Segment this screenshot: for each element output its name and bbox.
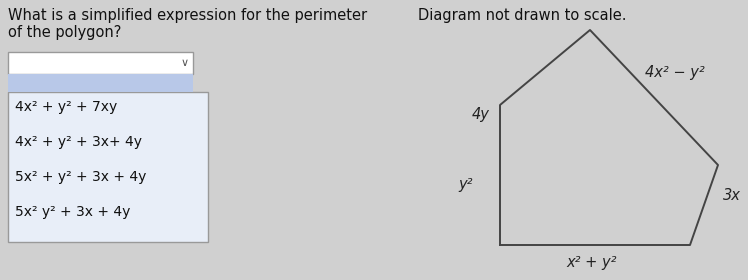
Bar: [8, 74, 193, 92]
Text: 3x: 3x: [723, 188, 741, 202]
Text: y²: y²: [459, 178, 473, 193]
Text: 4x² − y²: 4x² − y²: [645, 64, 705, 80]
Text: 4y: 4y: [472, 108, 490, 123]
Text: 5x² y² + 3x + 4y: 5x² y² + 3x + 4y: [15, 205, 130, 219]
Text: 4x² + y² + 3x+ 4y: 4x² + y² + 3x+ 4y: [15, 135, 142, 149]
Bar: [8, 52, 193, 74]
Text: ∨: ∨: [181, 58, 189, 68]
Text: 5x² + y² + 3x + 4y: 5x² + y² + 3x + 4y: [15, 170, 147, 184]
Bar: [8, 92, 208, 242]
Text: x² + y²: x² + y²: [567, 255, 617, 269]
Text: 4x² + y² + 7xy: 4x² + y² + 7xy: [15, 100, 117, 114]
Text: What is a simplified expression for the perimeter
of the polygon?: What is a simplified expression for the …: [8, 8, 367, 40]
Text: Diagram not drawn to scale.: Diagram not drawn to scale.: [418, 8, 627, 23]
